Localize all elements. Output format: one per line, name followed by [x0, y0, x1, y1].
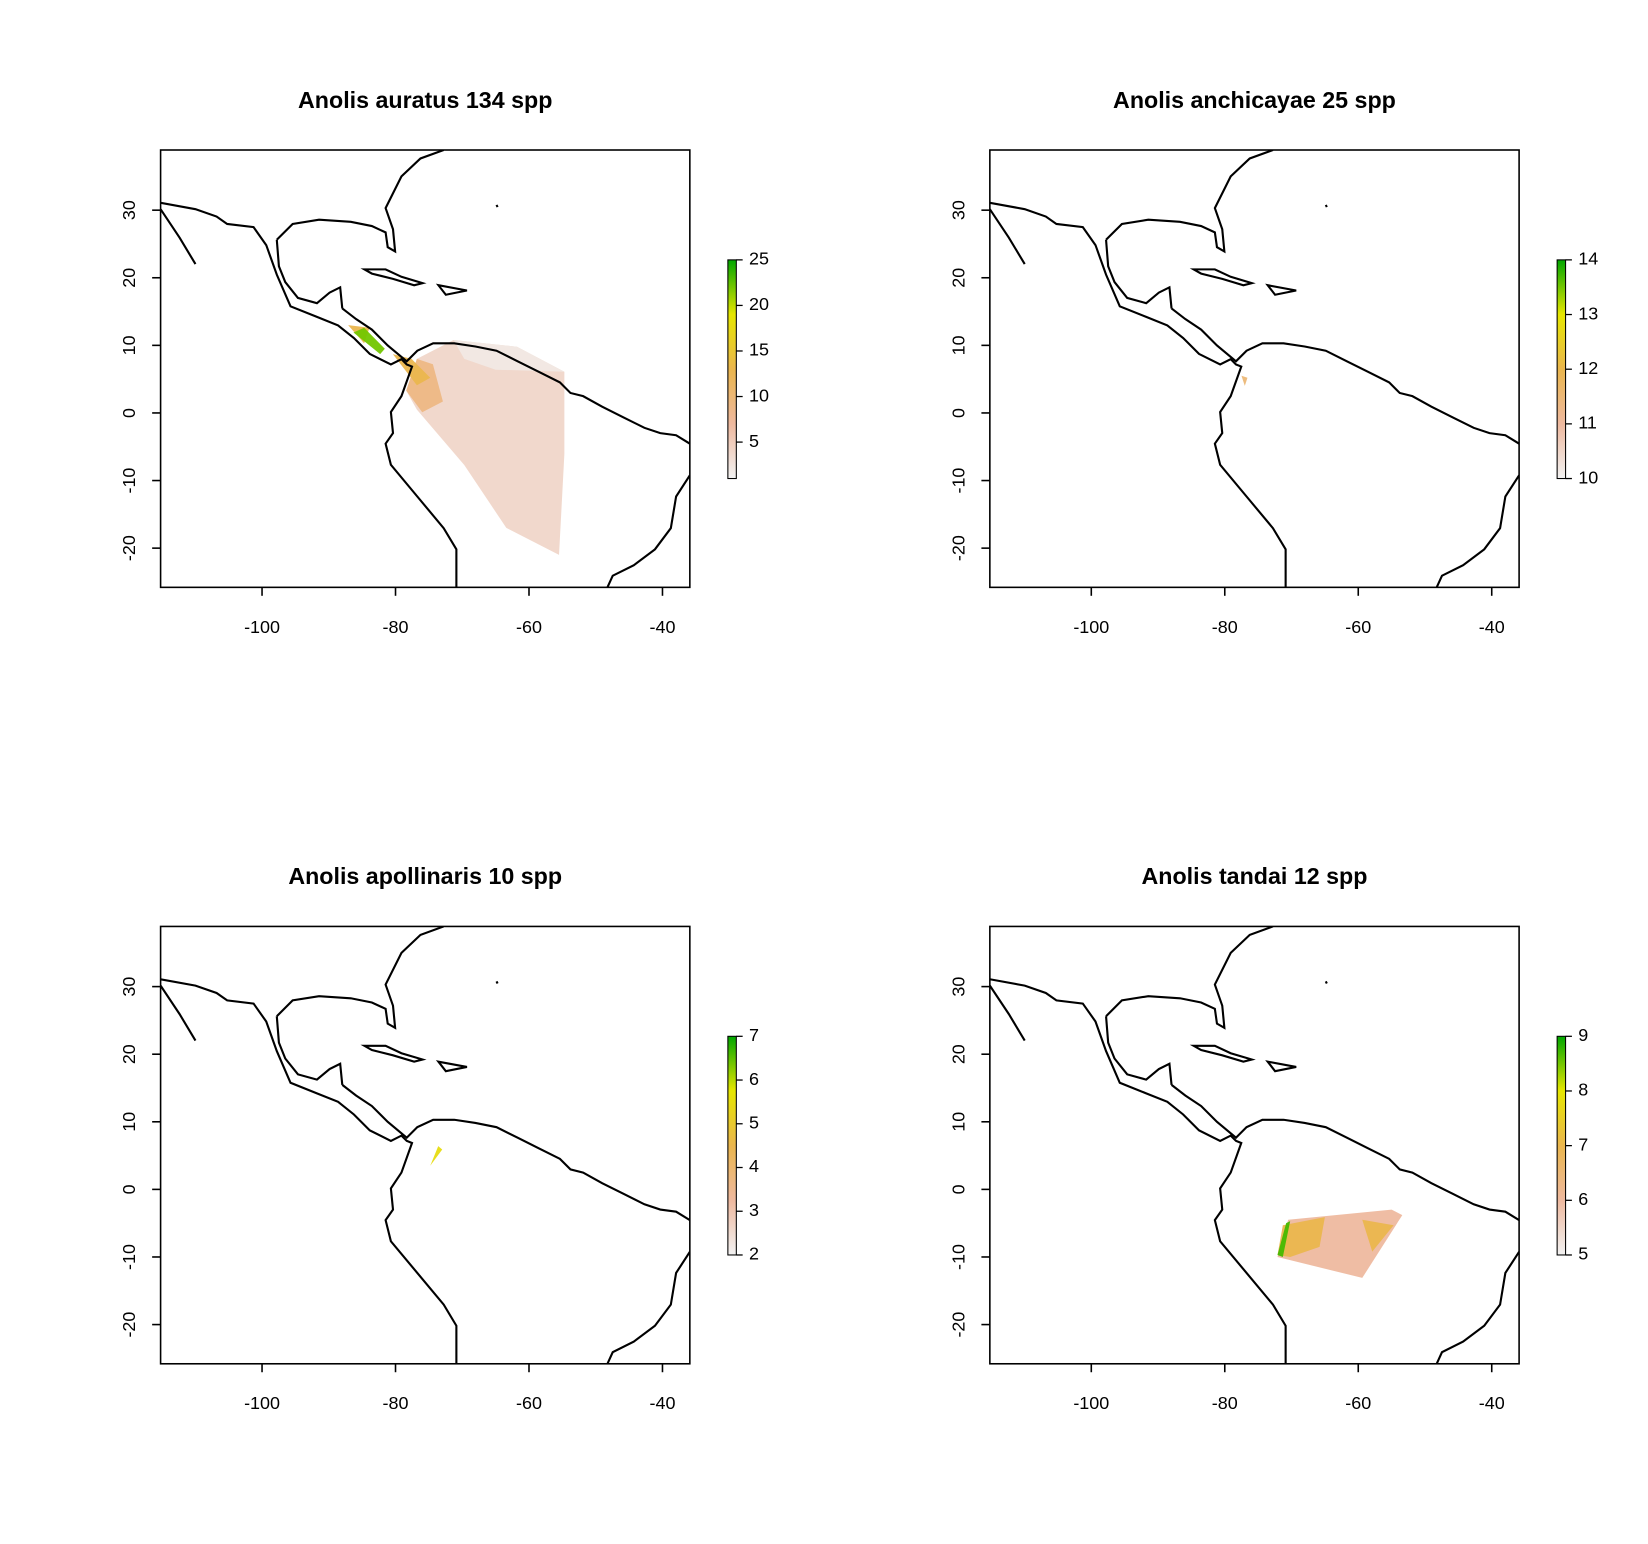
x-tick-label: -40	[1479, 1393, 1505, 1413]
colorbar	[1556, 259, 1567, 480]
y-tick-label: -10	[119, 1244, 139, 1270]
colorbar	[727, 1035, 737, 1256]
colorbar-label: 12	[1578, 358, 1598, 378]
coastline	[160, 926, 690, 1364]
x-tick-label: -80	[1212, 1393, 1238, 1413]
y-tick-label: -20	[119, 535, 139, 561]
richness-patch	[406, 339, 565, 555]
colorbar	[1556, 1035, 1567, 1256]
panel-title: Anolis auratus 134 spp	[298, 87, 552, 113]
y-tick-label: 10	[948, 335, 968, 355]
panel: Anolis auratus 134 spp-100 -80 -60 -40-20-1…	[119, 87, 769, 637]
panel-title: Anolis anchicayae 25 spp	[1113, 87, 1396, 113]
richness-patch	[353, 327, 385, 355]
y-tick-label: 0	[948, 408, 968, 418]
y-tick-label: 20	[119, 268, 139, 288]
y-tick-label: 0	[948, 1184, 968, 1194]
x-tick-label: -40	[650, 1393, 676, 1413]
y-tick-label: 30	[948, 977, 968, 997]
colorbar-label: 5	[1578, 1244, 1588, 1264]
panel-title: Anolis tandai 12 spp	[1142, 863, 1368, 889]
coastline	[989, 926, 1520, 1364]
y-tick-label: 10	[119, 335, 139, 355]
colorbar-label: 10	[749, 385, 769, 405]
x-tick-label: -40	[1479, 617, 1505, 637]
y-tick-label: 30	[119, 200, 139, 220]
colorbar-label: 5	[749, 431, 759, 451]
y-tick-label: -20	[948, 1312, 968, 1338]
plot-frame	[989, 149, 1520, 589]
y-tick-label: -10	[119, 468, 139, 494]
y-tick-label: -10	[948, 1244, 968, 1270]
colorbar-label: 14	[1578, 249, 1598, 269]
panel-title: Anolis apollinaris 10 spp	[288, 863, 562, 889]
colorbar-label: 20	[749, 294, 769, 314]
colorbar-label: 6	[749, 1069, 759, 1089]
richness-patch	[1277, 1217, 1325, 1257]
y-tick-label: 10	[948, 1112, 968, 1132]
patches	[1277, 1209, 1403, 1278]
y-tick-label: 10	[119, 1112, 139, 1132]
y-tick-label: 30	[948, 200, 968, 220]
colorbar-label: 2	[749, 1244, 759, 1264]
richness-patch	[1241, 375, 1248, 386]
coastline	[989, 150, 1520, 588]
y-tick-label: 0	[119, 408, 139, 418]
x-tick-label: -60	[1345, 1393, 1371, 1413]
richness-patch	[430, 1146, 443, 1166]
colorbar-label: 15	[749, 340, 769, 360]
colorbar-label: 7	[1578, 1134, 1588, 1154]
colorbar-label: 5	[749, 1113, 759, 1133]
y-tick-label: -20	[948, 535, 968, 561]
colorbar-label: 11	[1578, 413, 1597, 433]
y-tick-label: -10	[948, 468, 968, 494]
colorbar-label: 25	[749, 249, 769, 269]
plot-frame	[989, 925, 1520, 1365]
x-tick-label: -100	[1073, 617, 1109, 637]
x-tick-label: -60	[516, 1393, 542, 1413]
colorbar	[727, 259, 737, 480]
colorbar-label: 8	[1578, 1080, 1588, 1100]
y-tick-label: 30	[119, 977, 139, 997]
colorbar-label: 9	[1578, 1025, 1588, 1045]
colorbar-label: 6	[1578, 1189, 1588, 1209]
y-tick-label: 20	[948, 268, 968, 288]
x-tick-label: -40	[650, 617, 676, 637]
richness-patch	[1362, 1219, 1394, 1252]
x-tick-label: -80	[383, 617, 409, 637]
x-tick-label: -100	[244, 617, 280, 637]
colorbar-label: 7	[749, 1025, 759, 1045]
colorbar-label: 13	[1578, 303, 1598, 323]
x-tick-label: -100	[1073, 1393, 1109, 1413]
patches	[430, 1146, 443, 1166]
x-tick-label: -80	[1212, 617, 1238, 637]
plot-frame	[159, 149, 691, 589]
y-tick-label: -20	[119, 1312, 139, 1338]
x-tick-label: -80	[383, 1393, 409, 1413]
colorbar-label: 4	[749, 1156, 759, 1176]
colorbar-label: 3	[749, 1200, 759, 1220]
plot-frame	[159, 925, 691, 1365]
richness-patch	[1277, 1221, 1291, 1257]
panel: Anolis anchicayae 25 spp-100 -80 -60 -40-20…	[948, 87, 1598, 637]
panel: Anolis apollinaris 10 spp-100 -80 -60 -40-2…	[119, 863, 759, 1413]
x-tick-label: -60	[516, 617, 542, 637]
patches	[1241, 375, 1248, 386]
x-tick-label: -60	[1345, 617, 1371, 637]
colorbar-label: 10	[1578, 467, 1598, 487]
panel: Anolis tandai 12 spp-100 -80 -60 -40-20-100…	[948, 863, 1588, 1413]
y-tick-label: 20	[119, 1044, 139, 1064]
x-tick-label: -100	[244, 1393, 280, 1413]
y-tick-label: 0	[119, 1184, 139, 1194]
y-tick-label: 20	[948, 1044, 968, 1064]
